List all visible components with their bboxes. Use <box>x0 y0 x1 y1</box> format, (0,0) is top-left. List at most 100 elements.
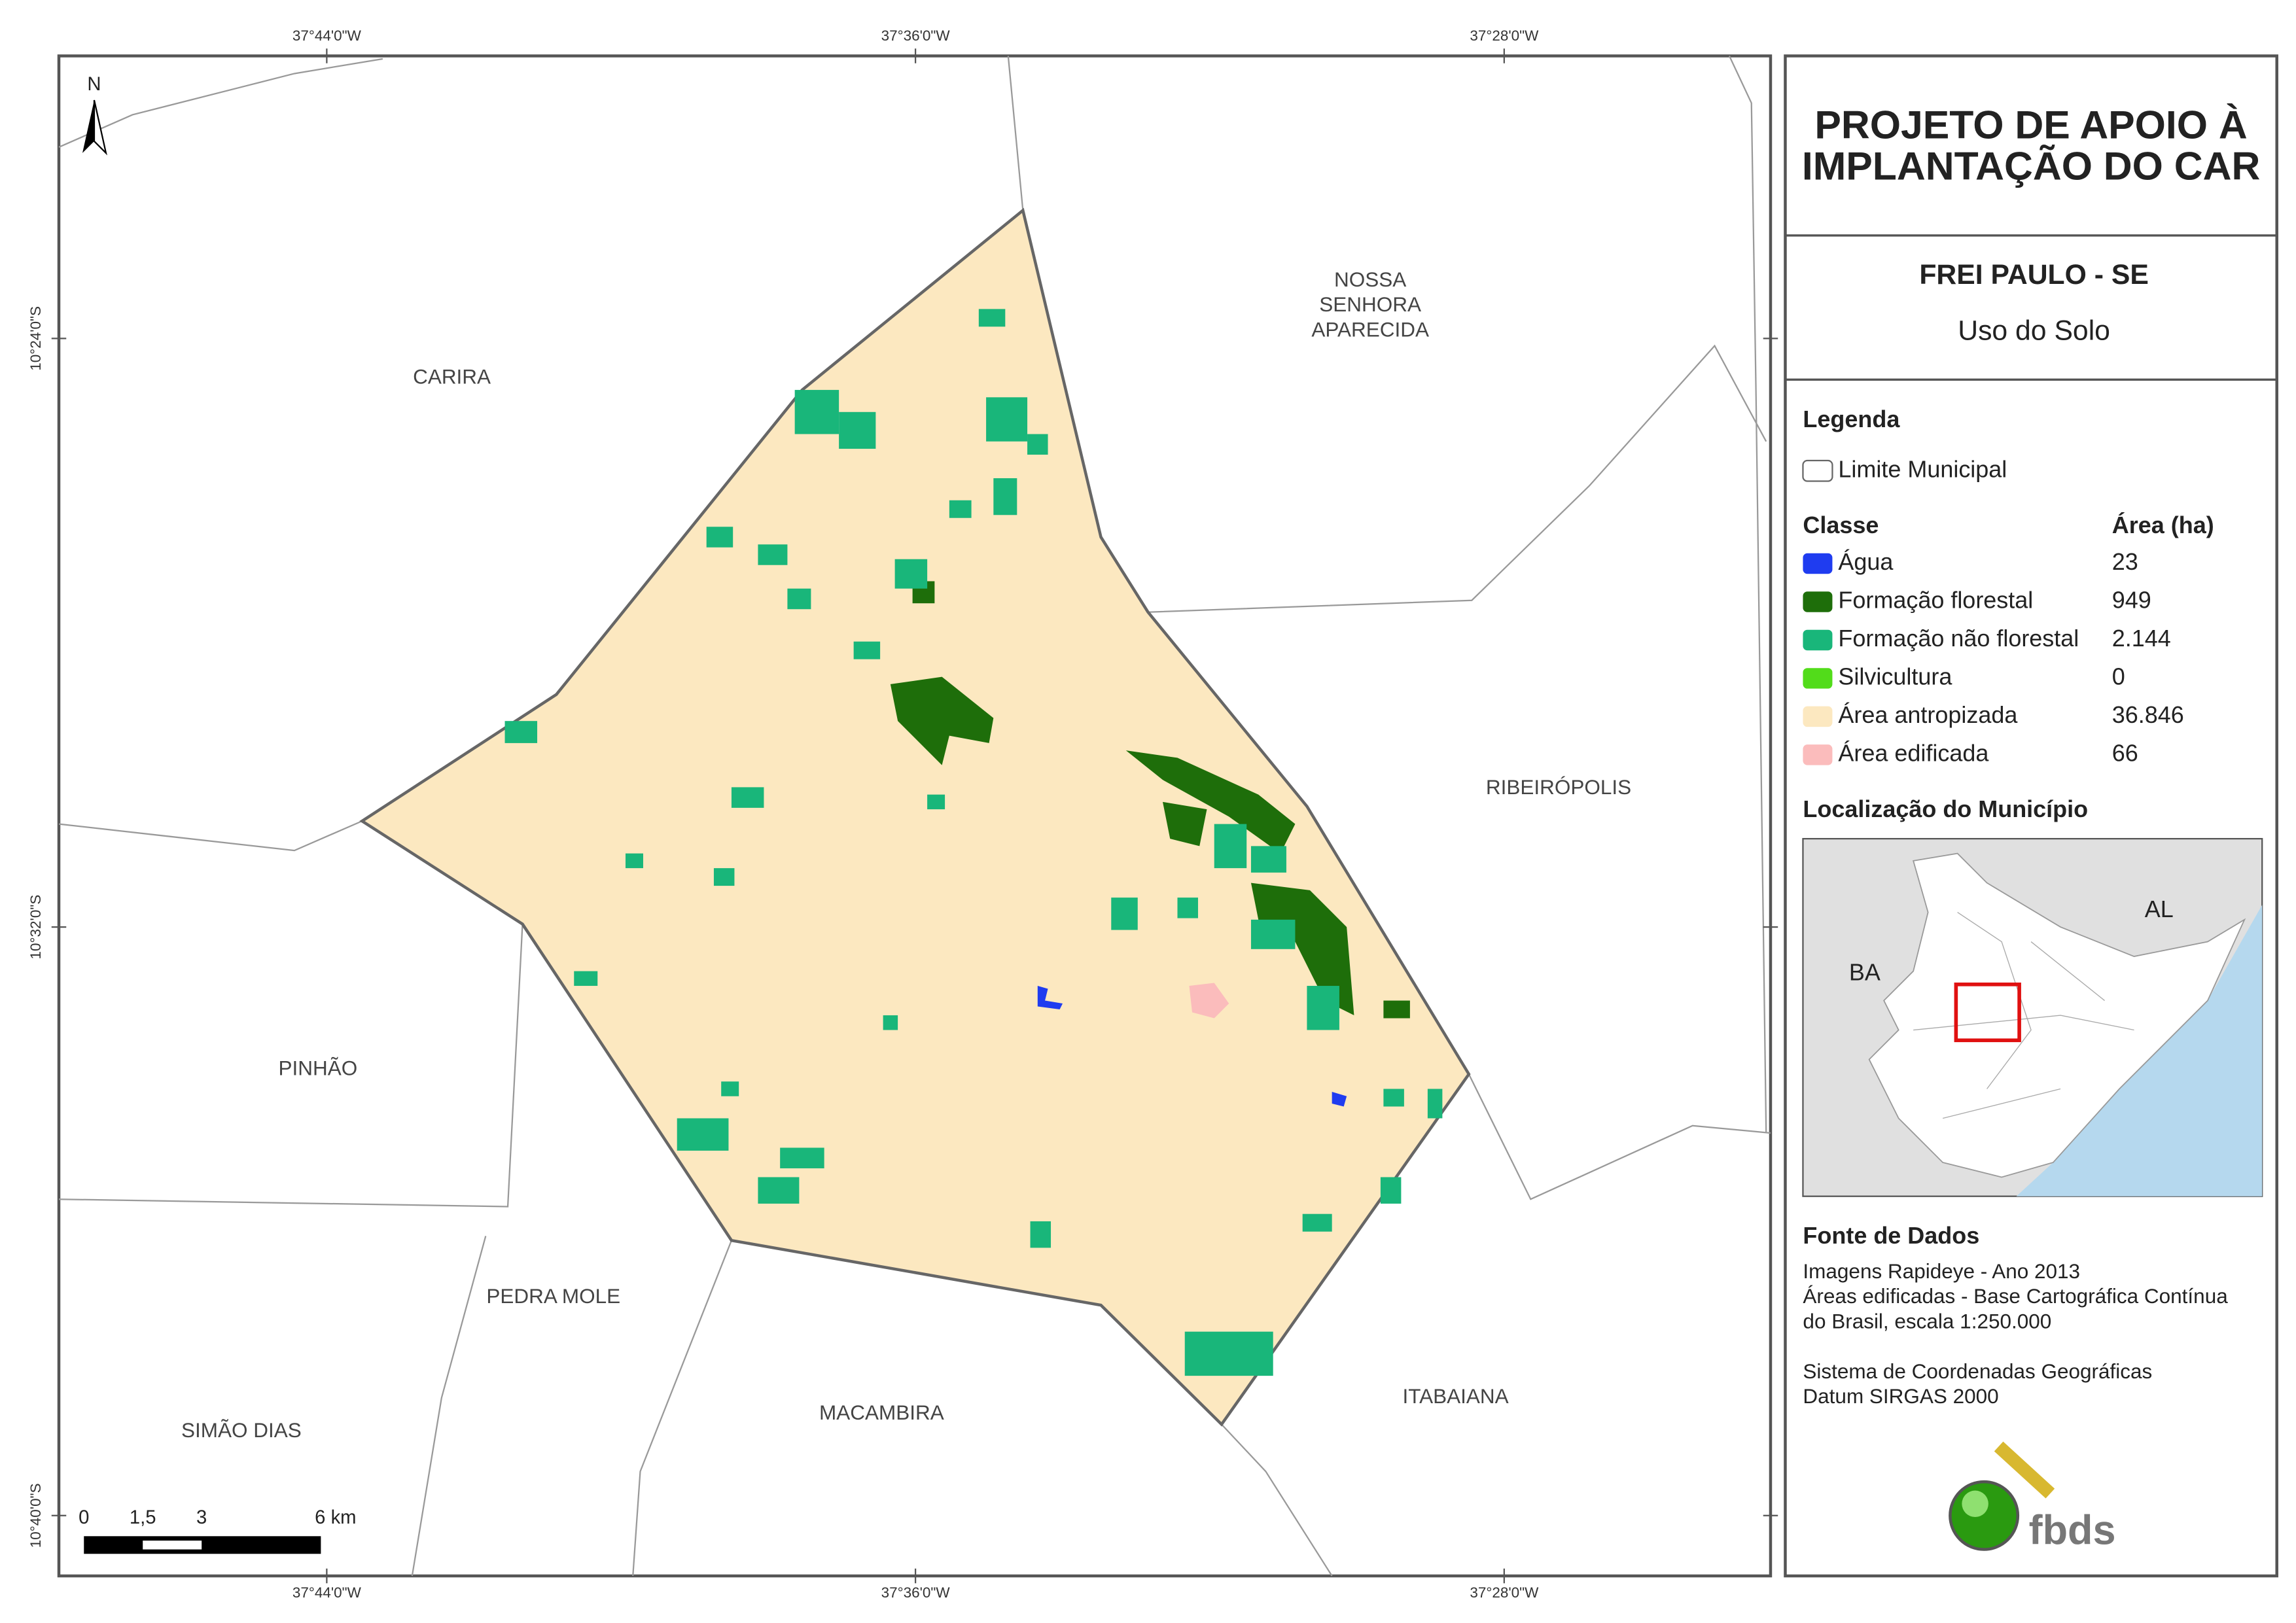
land-cover-patch <box>504 721 538 743</box>
land-cover-patch <box>787 588 811 610</box>
legend-swatch <box>1803 668 1833 689</box>
land-cover-patch <box>853 641 881 659</box>
title-line: IMPLANTAÇÃO DO CAR <box>1802 144 2260 188</box>
land-cover-patch <box>1125 750 1296 854</box>
neighbor-boundaries <box>58 55 1771 1577</box>
title-line: PROJETO DE APOIO À <box>1814 103 2247 147</box>
latitude-label: 10°32'0"S <box>27 895 44 960</box>
place-label: SENHORA <box>1319 292 1421 316</box>
longitude-label: 37°28'0"W <box>1470 1584 1539 1601</box>
land-cover-patch <box>927 794 945 810</box>
land-cover-patch <box>780 1147 824 1168</box>
boundary-swatch <box>1802 459 1833 482</box>
legend-swatch <box>1803 553 1833 574</box>
map-frame: N 0 1,5 3 6 km <box>57 54 1773 1578</box>
state-label: AL <box>2145 896 2174 922</box>
longitude-label: 37°28'0"W <box>1470 27 1539 44</box>
legend-label: Área edificada <box>1838 739 1988 766</box>
state-label: BA <box>1849 959 1881 986</box>
side-panel: PROJETO DE APOIO À IMPLANTAÇÃO DO CAR FR… <box>1784 54 2278 1578</box>
area-header: Área (ha) <box>2112 512 2214 538</box>
place-label: ITABAIANA <box>1403 1384 1509 1408</box>
latitude-label: 10°40'0"S <box>27 1483 44 1548</box>
land-cover-patch <box>731 787 764 808</box>
land-cover-patch <box>713 868 735 886</box>
land-cover-patch <box>1111 898 1138 930</box>
legend-label: Formação não florestal <box>1838 625 2079 652</box>
land-cover-patch <box>1380 1177 1402 1204</box>
land-cover-patch <box>839 411 876 449</box>
subtitle: Uso do Solo <box>1958 315 2110 347</box>
longitude-label: 37°36'0"W <box>881 27 951 44</box>
municipality-name: FREI PAULO - SE <box>1919 259 2148 290</box>
longitude-label: 37°44'0"W <box>292 27 362 44</box>
place-label: PEDRA MOLE <box>486 1284 620 1308</box>
scale-bar: 0 1,5 3 6 km <box>79 1507 357 1554</box>
place-label: RIBEIRÓPOLIS <box>1486 775 1631 799</box>
legend-area: 23 <box>2112 548 2138 575</box>
land-cover-patch <box>1037 986 1063 1010</box>
longitude-label: 37°44'0"W <box>292 1584 362 1601</box>
legend-swatch <box>1803 744 1833 765</box>
land-cover-patch <box>574 971 598 986</box>
source-line: Datum SIRGAS 2000 <box>1803 1384 1998 1408</box>
location-inset: BA AL <box>1802 837 2263 1197</box>
logo: fbds <box>1949 1441 2116 1553</box>
scale-label: 1,5 <box>130 1507 156 1528</box>
land-cover-patch <box>890 676 994 765</box>
place-label: PINHÃO <box>279 1056 358 1080</box>
legend-area: 0 <box>2112 663 2125 689</box>
legend-title: Legenda <box>1803 406 1900 432</box>
legend-area: 2.144 <box>2112 625 2171 652</box>
land-cover-patch <box>1383 1089 1404 1107</box>
land-cover-patch <box>1383 1000 1410 1019</box>
land-cover-patch <box>1307 986 1339 1030</box>
legend-area: 949 <box>2112 586 2151 613</box>
land-cover-patch <box>949 500 972 518</box>
place-label: CARIRA <box>413 364 491 388</box>
scale-label: 3 <box>196 1507 207 1528</box>
legend-swatch <box>1803 591 1833 612</box>
municipality-area <box>359 207 1471 1427</box>
land-cover-patch <box>625 853 643 869</box>
legend-swatch <box>1803 629 1833 651</box>
sources-title: Fonte de Dados <box>1803 1222 1979 1249</box>
land-cover-patch <box>758 544 788 565</box>
legend-swatch <box>1803 706 1833 727</box>
source-line: Imagens Rapideye - Ano 2013 <box>1803 1259 2080 1283</box>
land-cover-patch <box>721 1081 739 1096</box>
land-cover-patch <box>978 309 1006 327</box>
land-cover-patch <box>794 390 839 434</box>
land-cover-patch <box>993 478 1017 515</box>
scale-label: 0 <box>79 1507 89 1528</box>
land-cover-patch <box>1214 824 1247 869</box>
scale-label: 6 km <box>315 1507 356 1528</box>
north-label: N <box>87 74 101 95</box>
land-cover-patch <box>1027 434 1048 455</box>
place-label: NOSSA <box>1334 268 1406 291</box>
place-label: APARECIDA <box>1311 317 1429 341</box>
land-cover-patch <box>986 397 1028 442</box>
latitude-label: 10°24'0"S <box>27 306 44 371</box>
location-title: Localização do Município <box>1803 795 2088 822</box>
land-cover-patch <box>883 1015 898 1030</box>
coordinate-labels: 37°44'0"W 37°36'0"W 37°28'0"W 37°44'0"W 37°3… <box>27 27 1778 1601</box>
source-line: Áreas edificadas - Base Cartográfica Con… <box>1803 1284 2228 1308</box>
legend-label: Formação florestal <box>1838 586 2033 613</box>
land-cover-patch <box>1250 846 1286 873</box>
land-cover-patch <box>1332 1091 1347 1107</box>
land-cover-patch <box>758 1177 800 1204</box>
legend-area: 36.846 <box>2112 701 2184 728</box>
legend-items: Água 23 Formação florestal 949 Formação não … <box>1803 548 2184 766</box>
land-cover-patch <box>706 527 733 548</box>
land-cover-patch <box>1302 1213 1332 1232</box>
legend-boundary: Limite Municipal <box>1838 455 2007 482</box>
legend-label: Água <box>1838 548 1893 575</box>
class-header: Classe <box>1803 512 1879 538</box>
land-cover-patch <box>677 1118 729 1151</box>
land-cover-patch <box>1030 1221 1051 1248</box>
land-cover-patch <box>1250 882 1354 1016</box>
